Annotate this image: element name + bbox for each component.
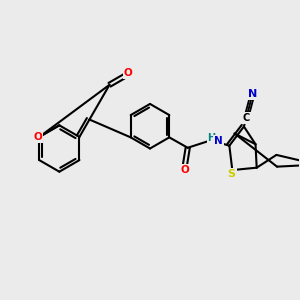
- Text: O: O: [33, 132, 42, 142]
- Text: C: C: [243, 113, 250, 123]
- Text: N: N: [248, 89, 258, 99]
- Text: H: H: [207, 133, 216, 143]
- Text: O: O: [124, 68, 132, 79]
- Text: S: S: [228, 169, 236, 179]
- Text: O: O: [180, 165, 189, 175]
- Text: N: N: [214, 136, 223, 146]
